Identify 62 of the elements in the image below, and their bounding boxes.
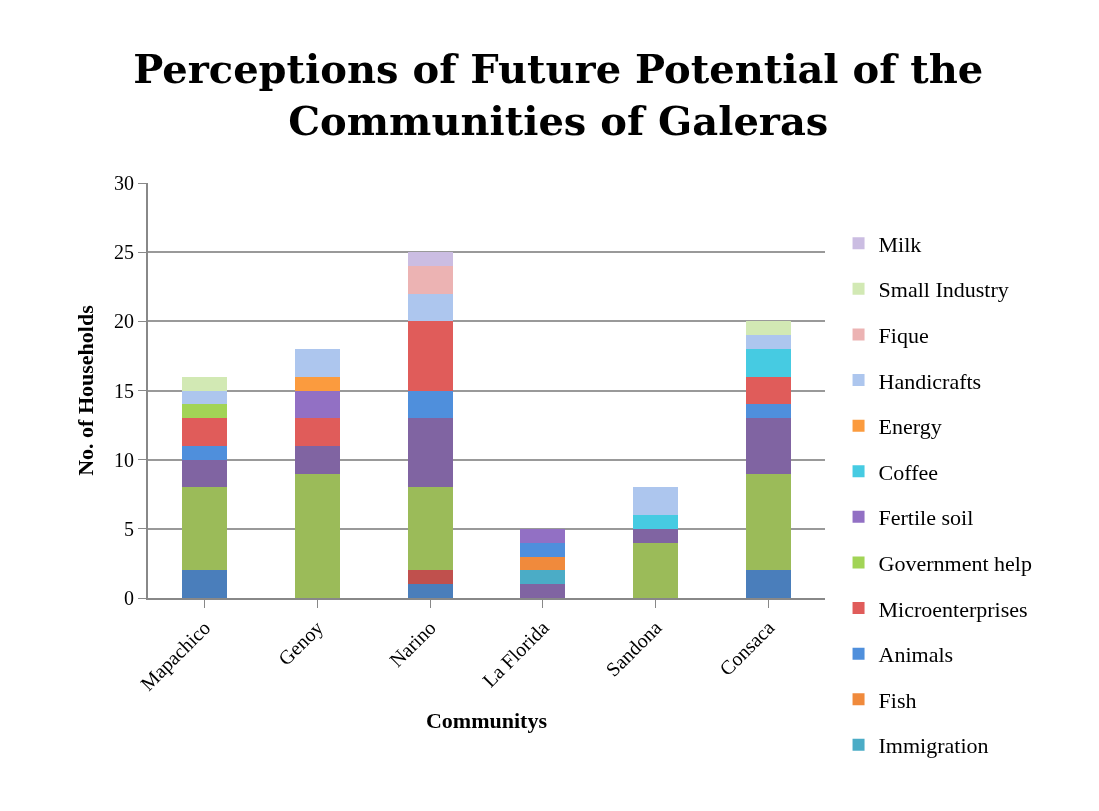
y-tick-label: 0 <box>124 587 134 609</box>
bar <box>407 584 453 598</box>
bar <box>633 528 679 543</box>
bar <box>520 542 566 557</box>
bar <box>520 556 566 571</box>
bar <box>407 487 453 571</box>
bar <box>294 473 340 598</box>
bar <box>181 459 227 488</box>
bar <box>746 570 792 598</box>
bar <box>294 349 340 377</box>
legend-label: Coffee <box>878 459 939 485</box>
bar <box>181 487 227 571</box>
bar <box>407 321 453 391</box>
bar <box>520 528 566 543</box>
bar <box>407 252 453 266</box>
bar <box>181 404 227 419</box>
bar <box>633 515 679 529</box>
bar <box>407 418 453 488</box>
chart-title: Perceptions of Future Potential of the Communities of Galeras <box>133 44 984 144</box>
bar <box>181 445 227 460</box>
y-tick-label: 5 <box>124 517 134 540</box>
y-tick-label: 15 <box>114 379 134 402</box>
bar <box>633 542 679 598</box>
x-axis-title: Communitys <box>425 707 548 733</box>
bar <box>520 584 566 598</box>
y-axis-title: No. of Households <box>73 304 99 476</box>
y-tick-label: 25 <box>114 241 134 264</box>
bar <box>407 390 453 419</box>
bar <box>746 321 792 336</box>
bar <box>746 404 792 419</box>
legend-label: Handicrafts <box>878 368 982 394</box>
bar <box>181 376 227 391</box>
bar <box>746 418 792 474</box>
bar <box>520 570 566 585</box>
y-tick-label: 10 <box>114 448 134 471</box>
bar <box>746 376 792 405</box>
legend-label: Fique <box>878 323 929 349</box>
bar <box>181 390 227 405</box>
bar <box>294 445 340 474</box>
legend-label: Fish <box>878 687 917 713</box>
bar <box>407 293 453 322</box>
legend-label: Milk <box>878 231 922 257</box>
bar <box>294 390 340 419</box>
legend-label: Government help <box>878 551 1032 577</box>
bar <box>181 570 227 598</box>
y-tick-label: 30 <box>114 172 134 194</box>
y-tick-label: 20 <box>114 310 134 333</box>
legend-label: Microenterprises <box>878 596 1028 622</box>
bar <box>633 487 679 515</box>
legend-label: Immigration <box>878 733 989 759</box>
bar <box>294 376 340 391</box>
bar <box>407 266 453 294</box>
bar <box>181 418 227 446</box>
legend-label: Small Industry <box>878 277 1009 303</box>
legend-label: Energy <box>878 414 942 440</box>
bar <box>407 570 453 585</box>
legend-label: Fertile soil <box>878 505 974 531</box>
bar <box>746 349 792 377</box>
bar <box>746 335 792 349</box>
bar <box>294 418 340 446</box>
bar <box>746 473 792 571</box>
legend-label: Animals <box>878 642 954 668</box>
